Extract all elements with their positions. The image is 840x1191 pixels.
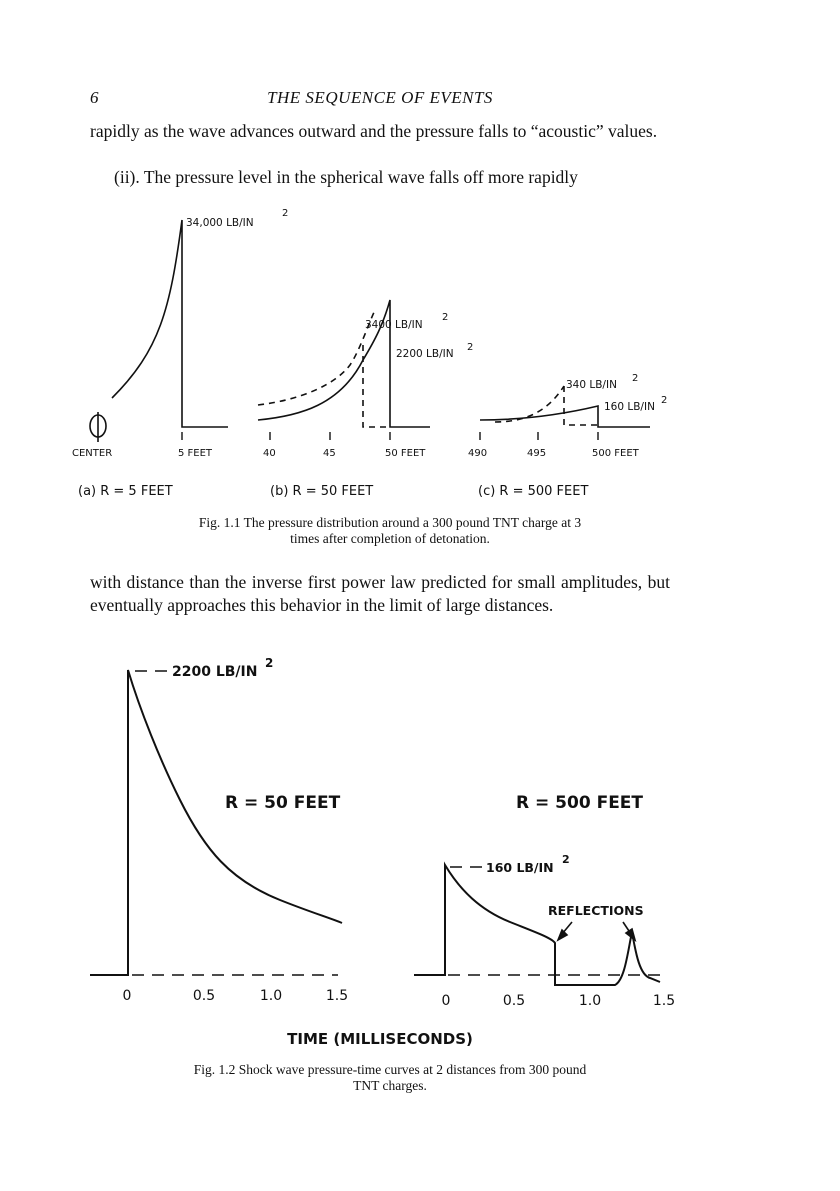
tick-490: 490 bbox=[468, 448, 487, 459]
curve-r50 bbox=[90, 669, 343, 976]
svg-text:2: 2 bbox=[282, 208, 288, 219]
peak-label-a: 34,000 LB/IN bbox=[186, 217, 254, 229]
peak-label-r50: 2200 LB/IN bbox=[172, 664, 257, 680]
running-title: THE SEQUENCE OF EVENTS bbox=[267, 88, 493, 107]
r500-label: R = 500 FEET bbox=[516, 793, 643, 813]
r50-label: R = 50 FEET bbox=[225, 793, 341, 813]
x-axis-label: TIME (MILLISECONDS) bbox=[287, 1030, 473, 1048]
caption-line-2: times after completion of detonation. bbox=[290, 531, 490, 546]
tick-center: CENTER bbox=[72, 448, 112, 459]
svg-text:2: 2 bbox=[562, 853, 570, 866]
svg-text:2: 2 bbox=[632, 373, 638, 384]
xtick-left-1.5: 1.5 bbox=[326, 988, 348, 1004]
figure-1-2: 2200 LB/IN 2 160 LB/IN 2 R = 50 FEET R =… bbox=[90, 656, 675, 1048]
curve-r500 bbox=[414, 861, 661, 986]
svg-text:2: 2 bbox=[467, 342, 473, 353]
figure-1-1: 34,000 LB/IN 2 3400 LB/IN 2 2200 LB/IN 2… bbox=[72, 208, 667, 499]
peak-label-c2: 160 LB/IN bbox=[604, 401, 655, 413]
subfig-label-a: (a) R = 5 FEET bbox=[78, 484, 173, 499]
xtick-right-0.5: 0.5 bbox=[503, 993, 525, 1009]
xtick-right-1.5: 1.5 bbox=[653, 993, 675, 1009]
subfig-label-c: (c) R = 500 FEET bbox=[478, 484, 588, 499]
paragraph-2: (ii). The pressure level in the spherica… bbox=[114, 167, 578, 187]
curve-c-dashed bbox=[494, 385, 565, 423]
figure-1-2-caption: Fig. 1.2 Shock wave pressure-time curves… bbox=[80, 1062, 700, 1094]
tick-495: 495 bbox=[527, 448, 546, 459]
tick-5-feet: 5 FEET bbox=[178, 448, 213, 459]
tick-500-feet: 500 FEET bbox=[592, 448, 640, 459]
xtick-left-0.5: 0.5 bbox=[193, 988, 215, 1004]
peak-label-r500: 160 LB/IN bbox=[486, 860, 554, 875]
tick-40: 40 bbox=[263, 448, 276, 459]
xtick-left-1.0: 1.0 bbox=[260, 988, 282, 1004]
peak-label-b2: 2200 LB/IN bbox=[396, 348, 454, 360]
tick-50-feet: 50 FEET bbox=[385, 448, 426, 459]
paragraph-3: with distance than the inverse first pow… bbox=[90, 572, 670, 615]
peak-label-c1: 340 LB/IN bbox=[566, 379, 617, 391]
reflections-label: REFLECTIONS bbox=[548, 903, 644, 918]
caption-line-2: TNT charges. bbox=[353, 1078, 427, 1093]
svg-text:2: 2 bbox=[661, 395, 667, 406]
svg-text:2: 2 bbox=[265, 656, 273, 670]
subfig-label-b: (b) R = 50 FEET bbox=[270, 484, 373, 499]
svg-text:2: 2 bbox=[442, 312, 448, 323]
curve-c-solid bbox=[479, 404, 650, 428]
peak-label-b1: 3400 LB/IN bbox=[365, 319, 423, 331]
curve-b-dashed bbox=[257, 309, 376, 406]
paragraph-1: rapidly as the wave advances outward and… bbox=[90, 121, 658, 141]
page-number: 6 bbox=[90, 88, 99, 107]
figure-1-1-caption: Fig. 1.1 The pressure distribution aroun… bbox=[90, 515, 690, 547]
tick-45: 45 bbox=[323, 448, 336, 459]
xtick-right-1.0: 1.0 bbox=[579, 993, 601, 1009]
caption-line-1: Fig. 1.2 Shock wave pressure-time curves… bbox=[193, 1062, 587, 1077]
curve-a bbox=[111, 219, 228, 428]
xtick-left-0: 0 bbox=[123, 988, 132, 1004]
caption-line-1: Fig. 1.1 The pressure distribution aroun… bbox=[198, 515, 582, 530]
xtick-right-0: 0 bbox=[442, 993, 451, 1009]
running-header: 6 THE SEQUENCE OF EVENTS bbox=[90, 88, 670, 110]
